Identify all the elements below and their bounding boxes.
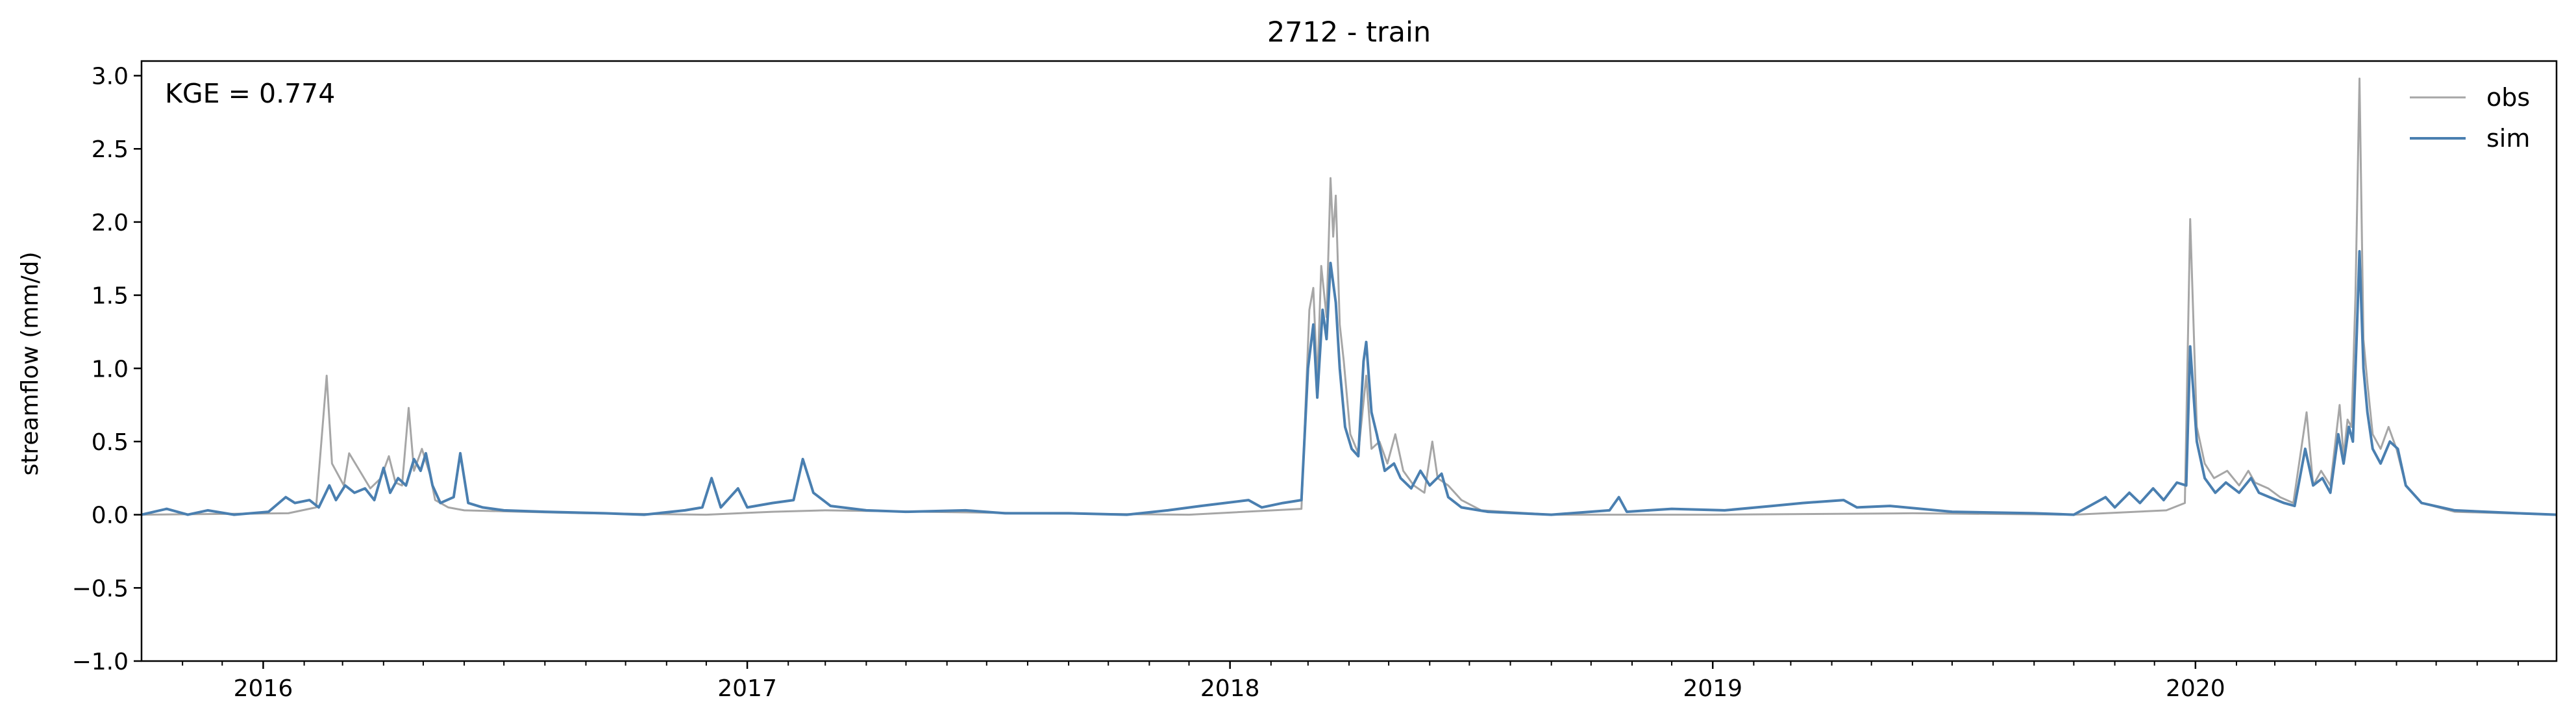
y-tick-label: −1.0 <box>72 649 129 675</box>
y-tick-label: 0.5 <box>92 429 129 456</box>
legend-label-obs: obs <box>2486 83 2530 112</box>
series-line-sim <box>141 250 2557 516</box>
y-tick-label: 3.0 <box>92 64 129 90</box>
kge-annotation: KGE = 0.774 <box>165 78 335 109</box>
chart-title: 2712 - train <box>1267 16 1431 49</box>
x-tick-label: 2016 <box>234 675 293 702</box>
legend-label-sim: sim <box>2486 124 2530 153</box>
x-tick-label: 2019 <box>1683 675 1742 702</box>
legend: obs sim <box>2410 83 2530 153</box>
plot-area <box>141 77 2557 516</box>
y-tick-label: 1.5 <box>92 283 129 310</box>
plot-frame <box>140 60 2558 662</box>
series-line-obs <box>141 77 2557 516</box>
y-axis: −1.0 −0.5 0.0 0.5 1.0 1.5 2.0 2.5 3.0 <box>72 64 142 675</box>
y-tick-label: 2.5 <box>92 136 129 163</box>
x-tick-label: 2018 <box>1200 675 1260 702</box>
y-tick-label: −0.5 <box>72 575 129 602</box>
y-tick-label: 0.0 <box>92 503 129 529</box>
y-tick-label: 1.0 <box>92 356 129 382</box>
y-axis-title: streamflow (mm/d) <box>17 252 43 476</box>
x-tick-label: 2017 <box>717 675 777 702</box>
x-tick-label: 2020 <box>2166 675 2225 702</box>
x-axis: 2016 2017 2018 2019 2020 <box>182 661 2519 702</box>
y-tick-label: 2.0 <box>92 210 129 236</box>
